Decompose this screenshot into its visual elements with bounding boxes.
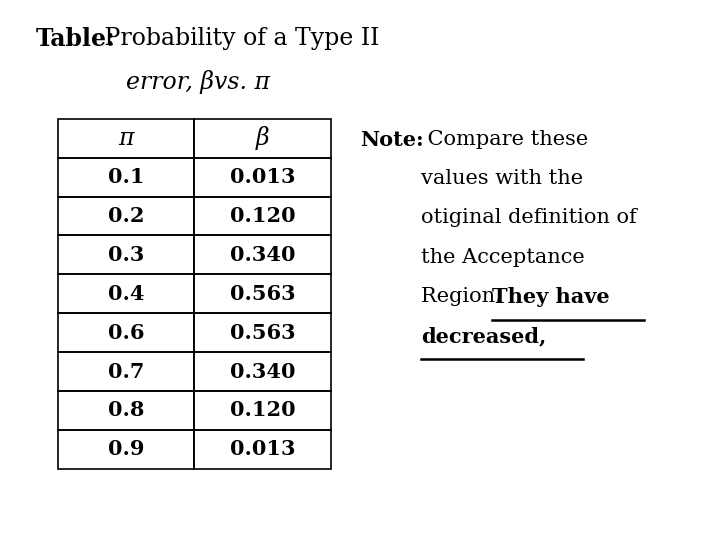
Text: 0.9: 0.9: [108, 439, 144, 460]
Bar: [58, 235, 194, 274]
Text: 0.7: 0.7: [108, 361, 144, 382]
Text: error, βvs. π: error, βvs. π: [126, 70, 270, 94]
Text: 0.013: 0.013: [230, 439, 295, 460]
Text: π: π: [118, 127, 134, 150]
Bar: [194, 430, 331, 469]
Bar: [194, 391, 331, 430]
Text: 0.3: 0.3: [108, 245, 144, 265]
Bar: [58, 197, 194, 235]
Bar: [58, 430, 194, 469]
Bar: [58, 119, 194, 158]
Text: 0.013: 0.013: [230, 167, 295, 187]
Text: decreased,: decreased,: [421, 327, 546, 347]
Bar: [194, 274, 331, 313]
Bar: [194, 235, 331, 274]
Text: β: β: [256, 126, 269, 150]
Text: 0.120: 0.120: [230, 206, 296, 226]
Bar: [194, 158, 331, 197]
Text: Table:: Table:: [36, 27, 116, 51]
Text: Note:: Note:: [360, 130, 423, 150]
Text: 0.563: 0.563: [230, 284, 296, 304]
Text: 0.2: 0.2: [108, 206, 144, 226]
Text: values with the: values with the: [421, 169, 583, 188]
Text: 0.1: 0.1: [108, 167, 144, 187]
Text: 0.563: 0.563: [230, 322, 296, 343]
Bar: [194, 197, 331, 235]
Bar: [58, 274, 194, 313]
Text: 0.6: 0.6: [108, 322, 144, 343]
Text: Region.: Region.: [421, 287, 509, 306]
Text: 0.340: 0.340: [230, 245, 295, 265]
Bar: [194, 313, 331, 352]
Text: Probability of a Type II: Probability of a Type II: [97, 27, 379, 50]
Text: 0.340: 0.340: [230, 361, 295, 382]
Bar: [194, 119, 331, 158]
Text: 0.120: 0.120: [230, 400, 296, 421]
Bar: [58, 158, 194, 197]
Text: the Acceptance: the Acceptance: [421, 248, 585, 267]
Text: They have: They have: [492, 287, 609, 307]
Bar: [194, 352, 331, 391]
Text: Compare these: Compare these: [421, 130, 588, 148]
Text: otiginal definition of: otiginal definition of: [421, 208, 637, 227]
Text: 0.8: 0.8: [108, 400, 144, 421]
Bar: [58, 352, 194, 391]
Bar: [58, 391, 194, 430]
Text: 0.4: 0.4: [108, 284, 144, 304]
Bar: [58, 313, 194, 352]
